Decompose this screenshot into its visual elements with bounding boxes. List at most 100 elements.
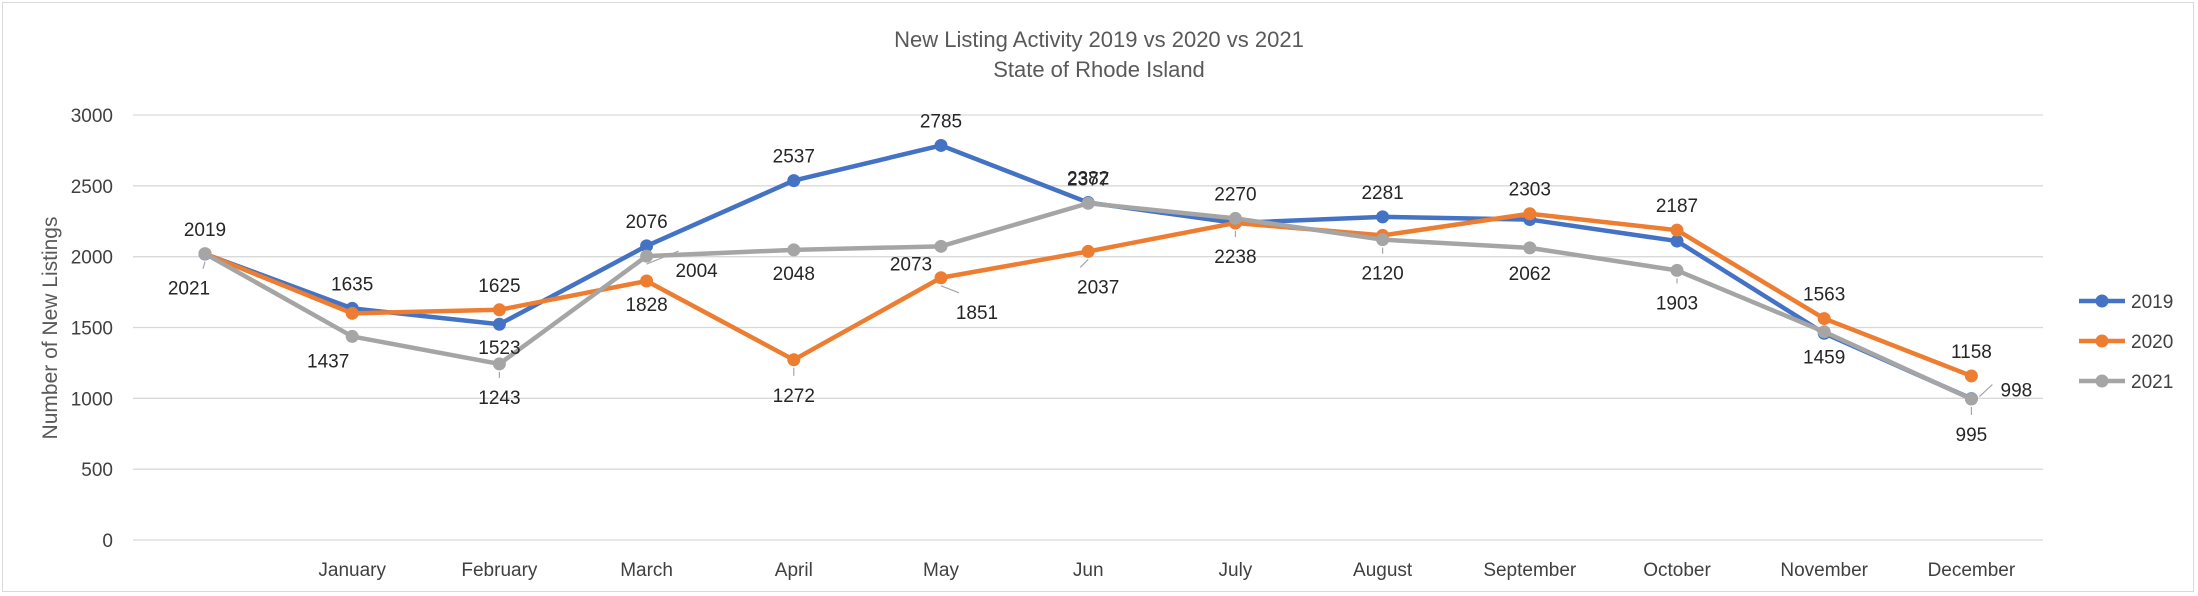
data-point-2019 — [640, 239, 654, 253]
data-point-2020 — [1817, 312, 1831, 326]
data-labels: 2019 1635 1523 2076 2537 2785 2382 2281 1459 998 2… — [168, 111, 2032, 446]
data-point-2021 — [1228, 211, 1242, 225]
x-tick-label: November — [1780, 560, 1868, 581]
data-point-2021 — [1376, 233, 1390, 247]
x-tick-label: September — [1483, 560, 1577, 581]
y-axis-ticks: 0 500 1000 1500 2000 2500 3000 — [71, 106, 113, 552]
leader-line — [1079, 259, 1089, 268]
leader-line — [940, 285, 960, 294]
data-label-2019: 2382 — [1067, 169, 1109, 190]
data-point-2021 — [934, 239, 948, 253]
data-label-2019: 1523 — [478, 338, 520, 359]
data-label-2021: 2048 — [773, 264, 815, 285]
data-point-2019 — [934, 138, 948, 152]
data-point-2019 — [1670, 234, 1684, 248]
legend-marker-2019 — [2095, 294, 2109, 308]
data-label-2020: 2037 — [1077, 277, 1119, 298]
legend: 2019 2020 2021 — [2079, 292, 2173, 393]
data-point-2021 — [1670, 263, 1684, 277]
data-label-2021: 1243 — [478, 388, 520, 409]
y-tick-label: 1000 — [71, 389, 113, 410]
data-label-2021: 2377 — [1067, 169, 1109, 190]
data-point-2020 — [1081, 244, 1095, 258]
line-chart: New Listing Activity 2019 vs 2020 vs 202… — [39, 27, 2173, 581]
x-tick-label: August — [1353, 560, 1413, 581]
y-tick-label: 3000 — [71, 106, 113, 127]
data-label-2019: 998 — [2001, 381, 2033, 402]
legend-marker-2021 — [2095, 374, 2109, 388]
data-label-2019: 1635 — [331, 274, 373, 295]
y-axis-label: Number of New Listings — [39, 217, 62, 440]
x-tick-label: Jun — [1073, 560, 1104, 581]
series-group — [198, 138, 1978, 406]
data-point-2020 — [1964, 369, 1978, 383]
data-point-2020 — [787, 353, 801, 367]
data-point-2021 — [492, 357, 506, 371]
data-label-2019: 2281 — [1361, 183, 1403, 204]
leader-lines — [202, 230, 1993, 416]
x-tick-label: July — [1219, 560, 1253, 581]
data-point-2019 — [1376, 210, 1390, 224]
data-point-2020 — [934, 271, 948, 285]
data-label-2021: 2073 — [890, 254, 932, 275]
x-axis-ticks: January February March April May Jun July Augus… — [318, 560, 2015, 581]
data-label-2019: 2019 — [184, 220, 226, 241]
x-tick-label: December — [1928, 560, 2016, 581]
data-point-2020 — [492, 303, 506, 317]
x-tick-label: October — [1643, 560, 1711, 581]
data-label-2021: 1437 — [307, 351, 349, 372]
data-point-2021 — [640, 249, 654, 263]
data-label-2021: 2004 — [675, 261, 718, 282]
y-tick-label: 0 — [102, 531, 113, 552]
data-label-2020: 1851 — [956, 303, 998, 324]
data-point-2021 — [1964, 392, 1978, 406]
data-point-2021 — [198, 247, 212, 261]
data-label-2019: 2785 — [920, 111, 962, 132]
data-label-2020: 2021 — [168, 279, 210, 300]
data-label-2020: 2303 — [1509, 180, 1551, 201]
legend-label-2020: 2020 — [2131, 332, 2173, 353]
data-label-2019: 1459 — [1803, 347, 1845, 368]
x-tick-label: April — [775, 560, 813, 581]
series-line-2021 — [202, 201, 1974, 402]
data-label-2021: 2270 — [1214, 184, 1256, 205]
data-point-2021 — [345, 329, 359, 343]
data-point-2020 — [345, 306, 359, 320]
data-point-2021 — [1523, 241, 1537, 255]
x-tick-label: February — [461, 560, 538, 581]
x-tick-label: May — [923, 560, 959, 581]
data-label-2020: 1625 — [478, 276, 520, 297]
legend-label-2019: 2019 — [2131, 292, 2173, 313]
legend-marker-2020 — [2095, 334, 2109, 348]
chart-title: New Listing Activity 2019 vs 2020 vs 202… — [894, 27, 1304, 52]
data-label-2021: 2062 — [1509, 264, 1551, 285]
data-point-2019 — [787, 174, 801, 188]
x-tick-label: January — [318, 560, 386, 581]
data-point-2021 — [787, 243, 801, 257]
leader-line — [646, 250, 679, 265]
leader-line — [1978, 384, 1993, 398]
data-label-2020: 2238 — [1214, 247, 1256, 268]
data-label-2021: 2120 — [1361, 264, 1403, 285]
data-label-2021: 1903 — [1656, 293, 1698, 314]
data-point-2019 — [492, 317, 506, 331]
y-tick-label: 2000 — [71, 248, 113, 269]
y-tick-label: 2500 — [71, 177, 113, 198]
data-label-2021: 995 — [1956, 425, 1988, 446]
data-point-2020 — [1670, 223, 1684, 237]
leader-line — [202, 261, 206, 269]
data-label-2020: 1158 — [1951, 342, 1992, 363]
y-tick-label: 1500 — [71, 319, 113, 340]
data-point-2021 — [1081, 196, 1095, 210]
chart-subtitle: State of Rhode Island — [993, 57, 1205, 82]
data-label-2020: 2187 — [1656, 196, 1698, 217]
data-label-2019: 2076 — [625, 212, 667, 233]
x-tick-label: March — [620, 560, 673, 581]
data-label-2020: 1563 — [1803, 285, 1845, 306]
y-tick-label: 500 — [81, 460, 113, 481]
data-label-2019: 2537 — [773, 147, 815, 168]
data-point-2020 — [1523, 207, 1537, 221]
data-point-2021 — [1817, 325, 1831, 339]
legend-label-2021: 2021 — [2131, 372, 2173, 393]
